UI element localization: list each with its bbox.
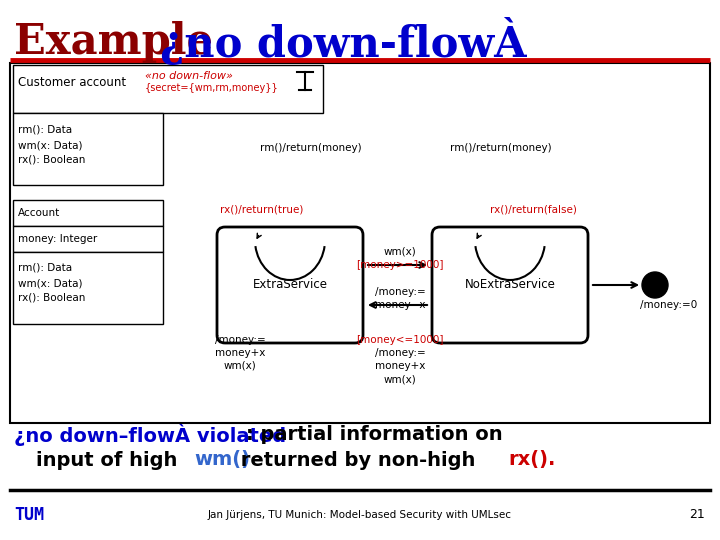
Text: wm(x): wm(x): [384, 247, 416, 257]
Text: rm(): Data: rm(): Data: [18, 263, 72, 273]
Text: rx(): Boolean: rx(): Boolean: [18, 155, 86, 165]
Text: /money:=: /money:=: [374, 287, 426, 297]
Text: money−x: money−x: [374, 300, 426, 310]
Text: wm(x: Data): wm(x: Data): [18, 278, 83, 288]
Text: wm(x: Data): wm(x: Data): [18, 140, 83, 150]
Text: /money:=0: /money:=0: [640, 300, 697, 310]
Text: rx().: rx().: [508, 450, 555, 469]
Text: wm(): wm(): [194, 450, 250, 469]
Text: rx()/return(false): rx()/return(false): [490, 205, 577, 215]
FancyBboxPatch shape: [432, 227, 588, 343]
Text: rx(): Boolean: rx(): Boolean: [18, 293, 86, 303]
Text: rm(): Data: rm(): Data: [18, 125, 72, 135]
Text: Customer account: Customer account: [18, 76, 126, 89]
Text: ¿no down-flowÀ: ¿no down-flowÀ: [160, 18, 526, 66]
Text: money+x: money+x: [375, 361, 426, 371]
Text: : partial information on: : partial information on: [246, 426, 503, 444]
Text: ¿no down–flowÀ violated: ¿no down–flowÀ violated: [14, 424, 286, 446]
Text: /money:=: /money:=: [374, 348, 426, 358]
Text: input of high: input of high: [36, 450, 184, 469]
Text: rm()/return(money): rm()/return(money): [450, 143, 552, 153]
Text: rm()/return(money): rm()/return(money): [260, 143, 361, 153]
Text: NoExtraService: NoExtraService: [464, 279, 555, 292]
Text: wm(x): wm(x): [384, 374, 416, 384]
Text: Example: Example: [14, 21, 228, 63]
Text: Account: Account: [18, 208, 60, 218]
Text: rx()/return(true): rx()/return(true): [220, 205, 303, 215]
Text: /money:=: /money:=: [215, 335, 266, 345]
Bar: [13, 252, 163, 324]
Text: {secret={wm,rm,money}}: {secret={wm,rm,money}}: [145, 83, 279, 93]
Circle shape: [642, 272, 668, 298]
Bar: [13, 113, 163, 185]
Text: [money<=1000]: [money<=1000]: [356, 335, 444, 345]
Text: returned by non-high: returned by non-high: [234, 450, 482, 469]
Bar: [10, 63, 710, 423]
Text: money+x: money+x: [215, 348, 265, 358]
Text: ExtraService: ExtraService: [253, 279, 328, 292]
Bar: [13, 200, 163, 226]
Text: wm(x): wm(x): [224, 361, 256, 371]
Text: [money>=1000]: [money>=1000]: [356, 260, 444, 270]
Text: «no down-flow»: «no down-flow»: [145, 71, 233, 81]
Text: 21: 21: [689, 509, 705, 522]
Text: Jan Jürjens, TU Munich: Model-based Security with UMLsec: Jan Jürjens, TU Munich: Model-based Secu…: [208, 510, 512, 520]
FancyBboxPatch shape: [217, 227, 363, 343]
Bar: [13, 226, 163, 252]
Text: money: Integer: money: Integer: [18, 234, 97, 244]
Bar: [13, 65, 323, 113]
Text: TUM: TUM: [14, 506, 44, 524]
